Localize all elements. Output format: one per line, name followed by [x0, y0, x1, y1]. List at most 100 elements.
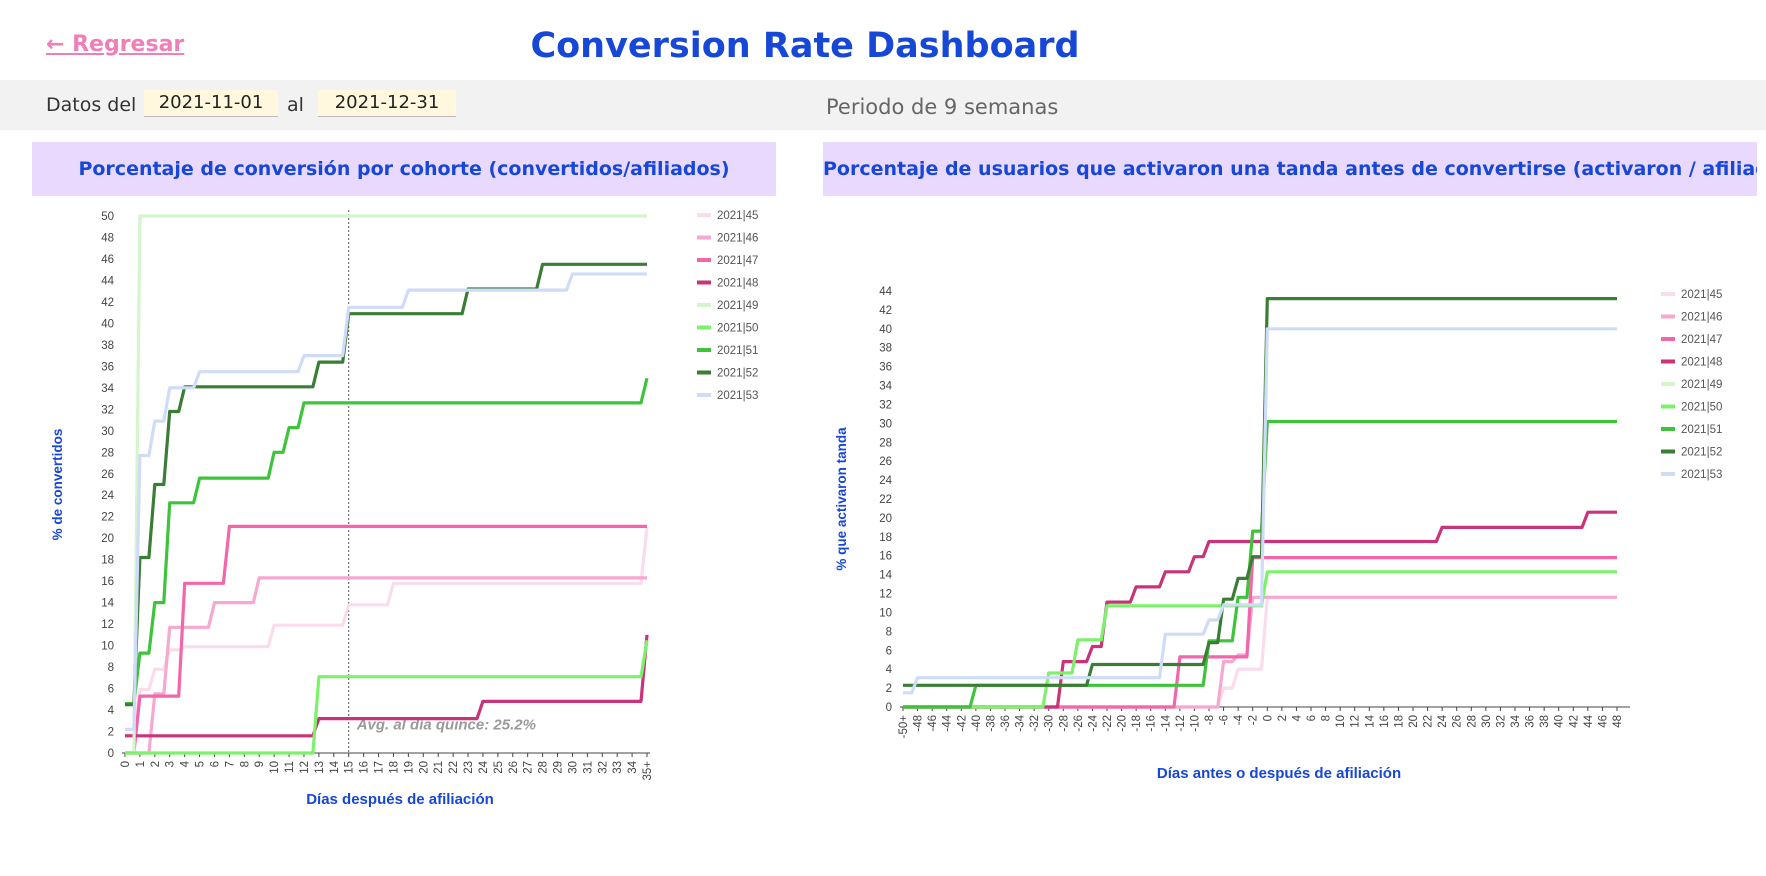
- y-tick-label: 4: [108, 705, 115, 717]
- y-tick-label: 30: [101, 426, 114, 438]
- x-tick-label: -8: [1204, 715, 1216, 725]
- x-tick-label: 28: [1466, 715, 1478, 728]
- x-tick-label: 26: [1452, 715, 1464, 728]
- x-tick-label: 24: [478, 760, 490, 773]
- y-tick-label: 2: [108, 727, 114, 739]
- y-tick-label: 26: [101, 469, 114, 481]
- y-tick-label: 38: [101, 340, 114, 352]
- x-axis-title: Días después de afiliación: [306, 791, 494, 808]
- date-filter-bar: Datos del 2021-11-01 al 2021-12-31 Perio…: [0, 80, 1766, 130]
- cohort-conversion-chart: 0246810121416182022242628303234363840424…: [50, 210, 758, 808]
- x-tick-label: 13: [314, 761, 326, 774]
- x-tick-label: 34: [1510, 714, 1522, 727]
- y-tick-label: 20: [101, 533, 114, 545]
- y-tick-label: 46: [101, 254, 114, 266]
- y-tick-label: 22: [879, 494, 892, 506]
- series-line-2021-49: [125, 214, 647, 755]
- x-tick-label: -46: [927, 715, 939, 732]
- chart2-title: Porcentaje de usuarios que activaron una…: [823, 142, 1757, 196]
- y-tick-label: 20: [879, 513, 892, 525]
- date-to-label: al: [287, 94, 304, 116]
- y-tick-label: 40: [879, 324, 892, 336]
- legend-label: 2021|51: [1681, 424, 1722, 436]
- y-tick-label: 42: [879, 305, 892, 317]
- series-line-2021-51: [125, 377, 649, 706]
- y-tick-label: 14: [879, 570, 892, 582]
- x-tick-label: -30: [1044, 715, 1056, 732]
- x-tick-label: -14: [1160, 714, 1172, 731]
- date-from-label: Datos del: [46, 94, 137, 116]
- x-tick-label: 12: [299, 761, 311, 774]
- end-date-input[interactable]: 2021-12-31: [318, 90, 456, 117]
- y-tick-label: 2: [886, 683, 892, 695]
- x-tick-label: -18: [1131, 715, 1143, 732]
- legend-label: 2021|48: [717, 278, 758, 290]
- series-line-2021-51: [903, 419, 1617, 709]
- y-tick-label: 30: [879, 418, 892, 430]
- x-tick-label: 18: [1393, 715, 1405, 728]
- x-tick-label: -40: [971, 715, 983, 732]
- y-tick-label: 18: [879, 532, 892, 544]
- x-tick-label: 3: [165, 761, 177, 767]
- x-tick-label: 46: [1597, 715, 1609, 728]
- y-tick-label: 12: [101, 619, 114, 631]
- x-tick-label: 18: [388, 761, 400, 774]
- x-tick-label: 17: [374, 761, 386, 774]
- x-tick-label: 6: [209, 761, 221, 767]
- y-tick-label: 40: [101, 318, 114, 330]
- series-line-2021-48: [125, 634, 649, 738]
- x-tick-label: 2: [1277, 715, 1289, 721]
- y-tick-label: 36: [101, 361, 114, 373]
- legend-label: 2021|45: [717, 210, 758, 222]
- x-tick-label: 2: [150, 761, 162, 767]
- x-tick-label: 23: [463, 761, 475, 774]
- y-tick-label: 48: [101, 232, 114, 244]
- x-tick-label: 0: [120, 761, 132, 767]
- x-tick-label: -20: [1117, 715, 1129, 732]
- x-tick-label: 29: [553, 761, 565, 774]
- x-tick-label: 4: [1291, 714, 1303, 721]
- legend-label: 2021|50: [1681, 402, 1722, 414]
- x-tick-label: 1: [135, 761, 147, 767]
- series-line-2021-53: [125, 272, 647, 731]
- x-axis-title: Días antes o después de afiliación: [1157, 765, 1401, 782]
- x-tick-label: 0: [1262, 715, 1274, 721]
- x-tick-label: 30: [1481, 715, 1493, 728]
- x-tick-label: -38: [985, 715, 997, 732]
- y-tick-label: 28: [101, 447, 114, 459]
- y-tick-label: 8: [886, 626, 892, 638]
- back-link[interactable]: ← Regresar: [46, 32, 185, 57]
- y-tick-label: 42: [101, 297, 114, 309]
- series-line-2021-52: [125, 262, 647, 707]
- legend-label: 2021|53: [717, 390, 758, 402]
- x-tick-label: 32: [597, 761, 609, 774]
- x-tick-label: 40: [1554, 715, 1566, 728]
- period-label: Periodo de 9 semanas: [826, 95, 1059, 119]
- x-tick-label: 4: [180, 760, 192, 767]
- x-tick-label: -48: [913, 715, 925, 732]
- start-date-input[interactable]: 2021-11-01: [144, 90, 278, 117]
- x-tick-label: 6: [1306, 715, 1318, 721]
- x-tick-label: 32: [1495, 715, 1507, 728]
- y-tick-label: 0: [886, 702, 892, 714]
- y-tick-label: 34: [101, 383, 114, 395]
- legend-label: 2021|46: [1681, 312, 1722, 324]
- x-tick-label: -10: [1189, 715, 1201, 732]
- series-line-2021-53: [903, 327, 1617, 695]
- x-tick-label: 14: [1364, 714, 1376, 727]
- x-tick-label: -34: [1015, 714, 1027, 731]
- x-tick-label: -2: [1248, 715, 1260, 725]
- x-tick-label: -28: [1058, 715, 1070, 732]
- y-tick-label: 44: [101, 275, 114, 287]
- y-tick-label: 6: [886, 645, 892, 657]
- x-tick-label: -24: [1087, 714, 1099, 731]
- x-tick-label: 26: [508, 761, 520, 774]
- x-tick-label: 27: [523, 761, 535, 774]
- y-tick-label: 26: [879, 456, 892, 468]
- x-tick-label: 8: [239, 761, 251, 767]
- y-tick-label: 0: [108, 748, 114, 760]
- y-axis-title: % de convertidos: [50, 429, 65, 541]
- x-tick-label: 12: [1350, 715, 1362, 728]
- y-tick-label: 44: [879, 286, 892, 298]
- y-tick-label: 28: [879, 437, 892, 449]
